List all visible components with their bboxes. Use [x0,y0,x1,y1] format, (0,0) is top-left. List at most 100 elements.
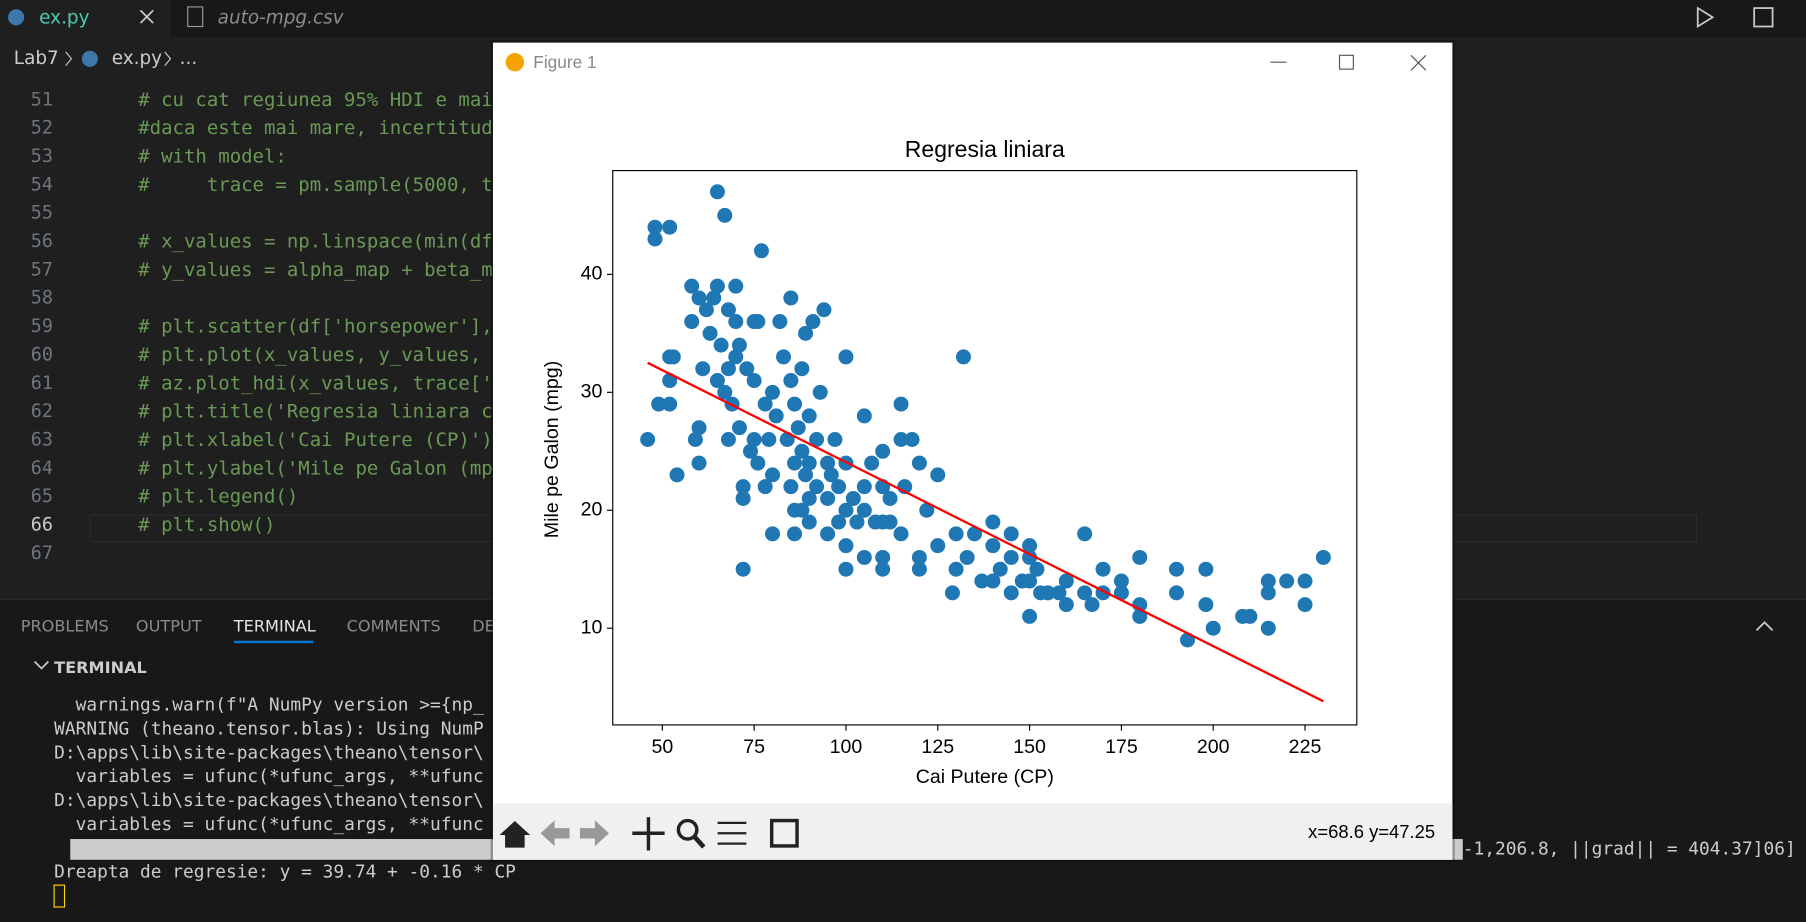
scatter-point [695,361,711,377]
configure-button[interactable] [717,821,747,845]
maximize[interactable] [1338,54,1354,70]
terminal-line: variables = ufunc(*ufunc_args, **ufunc [54,766,484,787]
sidebar [0,654,24,913]
back-button[interactable] [540,820,570,847]
code-line: # plt.title('Regresia liniara c [138,401,492,423]
line-number: 61 [31,373,53,394]
scatter-point [1113,573,1129,589]
scatter-point [735,490,751,506]
scatter-point [992,561,1008,577]
panel-tab[interactable]: OUTPUT [136,616,202,635]
scatter-point [911,549,927,565]
x-tick-label: 150 [1013,736,1046,758]
scatter-point [838,561,854,577]
scatter-point [875,549,891,565]
line-number: 59 [31,316,53,337]
line-number: 66 [31,515,53,536]
y-tick-label: 40 [581,263,603,285]
scatter-point [742,443,758,459]
scatter-point [739,361,755,377]
zoom-button[interactable] [676,818,699,841]
x-tick-label: 50 [651,736,673,758]
scatter-point [1113,585,1129,601]
scatter-point [1077,585,1093,601]
scatter-point [706,290,722,306]
terminal-line: WARNING (theano.tensor.blas): Using NumP [54,718,484,739]
scatter-point [985,538,1001,554]
split-button[interactable] [1753,7,1774,28]
x-tick-label: 75 [743,736,765,758]
panel-tabs: PROBLEMS OUTPUT TERMINAL COMMENTS DE [21,616,495,635]
scatter-point [720,361,736,377]
app-icon [505,53,525,72]
tab-label[interactable]: auto-mpg.csv [218,7,345,28]
collapse[interactable] [33,660,49,670]
pan-button[interactable] [632,817,665,851]
x-tick-label: 100 [830,736,863,758]
scatter-point [647,231,663,247]
scatter-point [1205,620,1221,636]
scatter-point [717,207,733,223]
scatter-point [798,325,814,341]
status-bar [0,912,1806,922]
close[interactable] [1410,54,1427,71]
breadcrumb[interactable]: ... [180,48,198,69]
scatter-point [783,479,799,495]
active-tab[interactable] [0,0,171,37]
panel-tab[interactable]: PROBLEMS [21,616,109,635]
y-axis-label: Mile pe Galon (mpg) [541,361,563,538]
panel-tab[interactable]: DE [472,616,495,635]
scatter-point [838,349,854,365]
run-button[interactable] [1696,6,1715,29]
scatter-point [746,373,762,389]
scatter-point [669,467,685,483]
maximize-panel[interactable] [1755,621,1774,632]
scatter-point [823,467,839,483]
scatter-point [717,384,733,400]
terminal-line: D:\apps\lib\site-packages\theano\tensor\ [54,742,484,763]
scatter-point [974,573,990,589]
scatter-point [662,219,678,235]
scatter-point [765,384,780,400]
home-button[interactable] [499,820,531,848]
scatter-point [731,420,747,436]
tab-close[interactable] [139,9,154,24]
forward-button[interactable] [579,820,609,847]
scatter-point [757,396,773,412]
scatter-point [798,467,814,483]
code-line: # az.plot_hdi(x_values, trace[' [138,372,492,394]
scatter-point [765,467,780,483]
scatter-point [955,349,971,365]
line-number: 57 [31,259,53,280]
scatter-point [720,431,736,447]
scatter-point [911,561,927,577]
code-line: #daca este mai mare, incertitud [138,117,492,139]
scatter-point [809,431,825,447]
tab-label[interactable]: ex.py [39,7,89,28]
breadcrumb[interactable]: ex.py [112,48,162,69]
scatter-point [838,502,854,518]
panel-tab[interactable]: TERMINAL [233,616,316,635]
scatter-point [864,455,880,471]
scatter-point [893,431,909,447]
scatter-point [746,431,762,447]
scatter-point [919,502,935,518]
scatter-point [967,526,982,542]
scatter-point [787,396,803,412]
panel-tab[interactable]: COMMENTS [347,616,441,635]
scatter-point [820,455,836,471]
scatter-point [794,443,810,459]
scatter-point [856,549,872,565]
save-button[interactable] [769,818,799,848]
breadcrumb[interactable]: Lab7 [14,48,59,69]
scatter-point [1168,561,1184,577]
editor: 51 # cu cat regiunea 95% HDI e mai 52 #daca… [31,89,493,564]
line-number: 62 [31,401,53,422]
scatter-point [948,561,964,577]
scatter-point [1022,538,1038,554]
chevron [65,51,73,67]
scatter-point [1198,561,1214,577]
scatter-point [838,538,854,554]
toolbar-icons [499,817,799,851]
scatter-point [875,443,891,459]
